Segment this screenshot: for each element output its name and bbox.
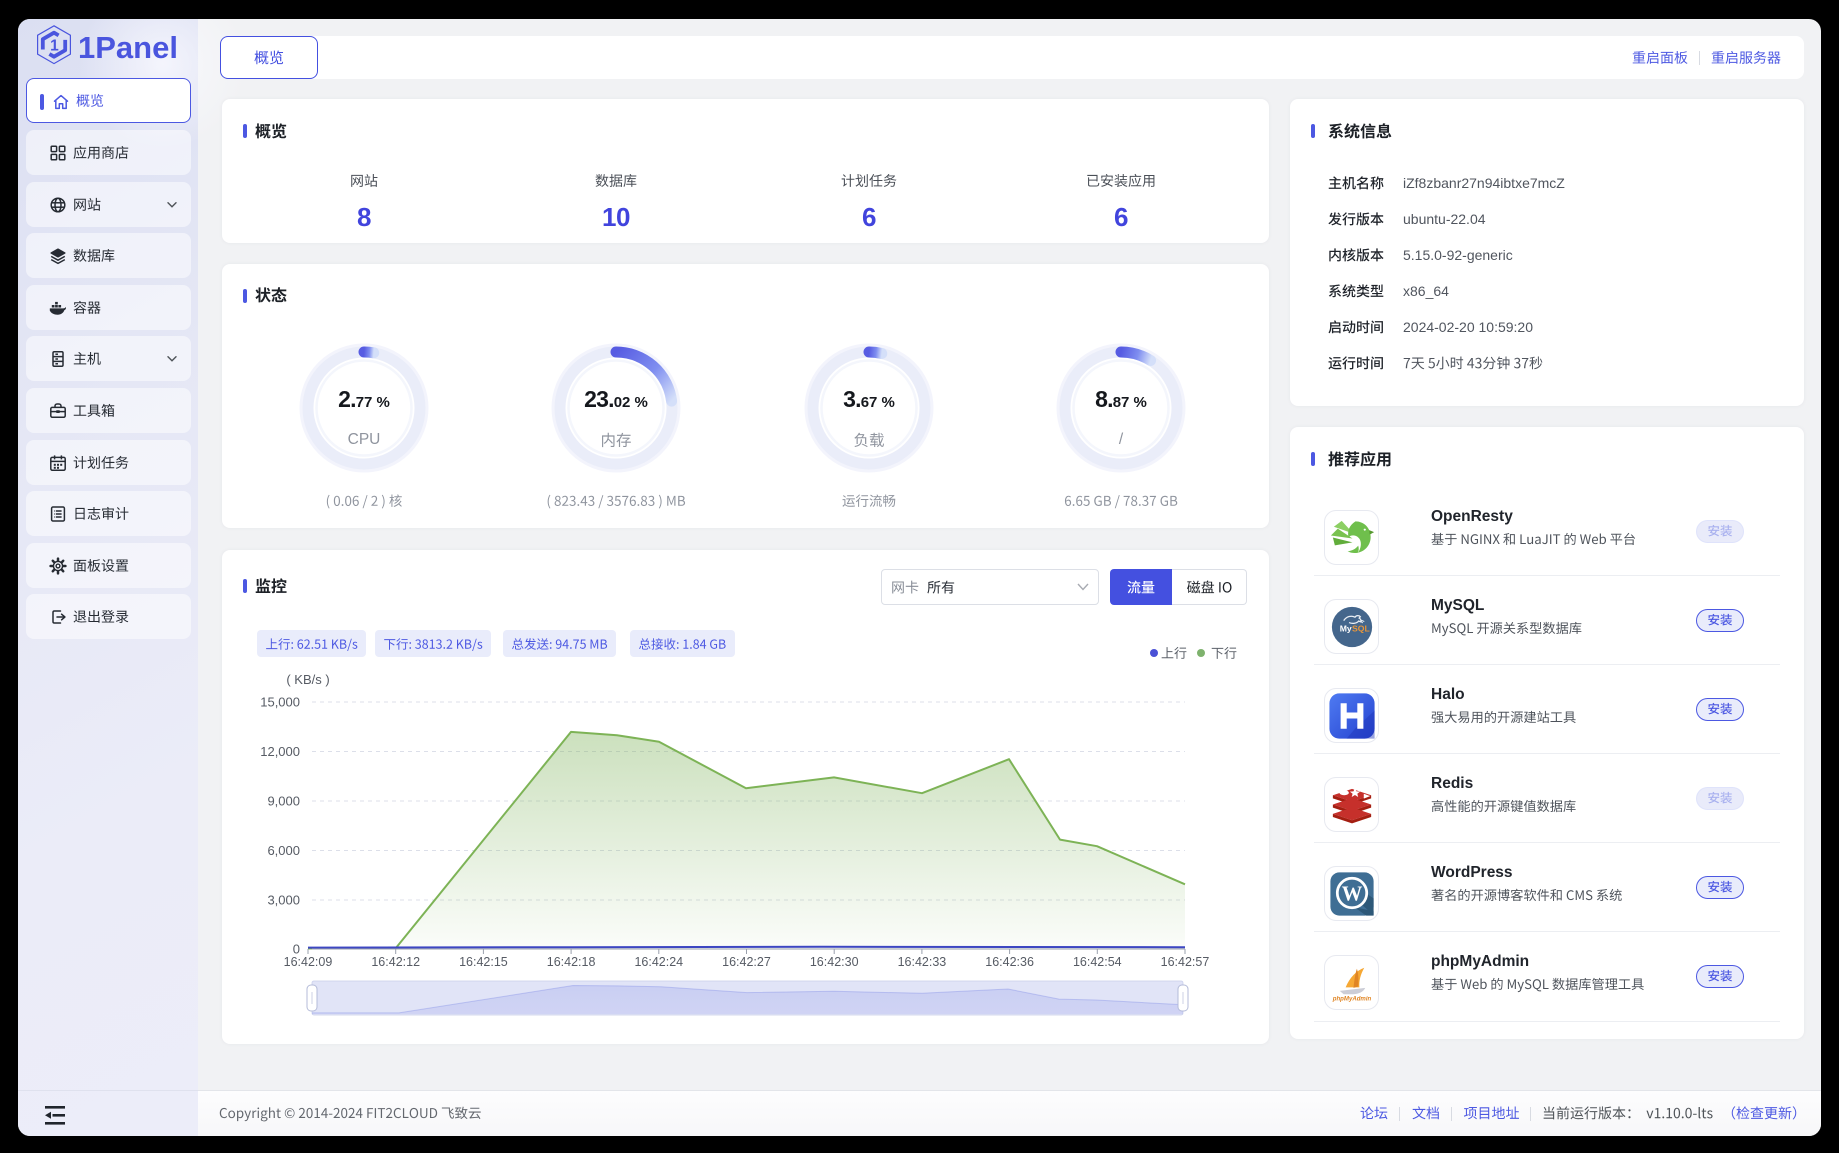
svg-text:16:42:33: 16:42:33: [898, 955, 947, 969]
svg-text:16:42:30: 16:42:30: [810, 955, 859, 969]
svg-text:16:42:15: 16:42:15: [459, 955, 508, 969]
svg-text:1Panel: 1Panel: [78, 30, 178, 65]
svg-text:16:42:57: 16:42:57: [1161, 955, 1210, 969]
svg-text:12,000: 12,000: [260, 744, 300, 759]
svg-text:3,000: 3,000: [267, 893, 300, 908]
svg-text:1: 1: [50, 37, 59, 54]
svg-text:phpMyAdmin: phpMyAdmin: [1331, 995, 1371, 1002]
svg-text:16:42:24: 16:42:24: [634, 955, 683, 969]
svg-text:16:42:54: 16:42:54: [1073, 955, 1122, 969]
svg-text:16:42:36: 16:42:36: [985, 955, 1034, 969]
svg-text:SQL: SQL: [1352, 623, 1370, 633]
svg-text:16:42:27: 16:42:27: [722, 955, 771, 969]
svg-text:0: 0: [293, 942, 300, 957]
svg-text:My: My: [1339, 623, 1351, 633]
svg-text:6,000: 6,000: [267, 843, 300, 858]
svg-text:9,000: 9,000: [267, 794, 300, 809]
svg-text:W: W: [1341, 883, 1362, 905]
svg-text:16:42:18: 16:42:18: [547, 955, 596, 969]
svg-text:( KB/s ): ( KB/s ): [286, 672, 329, 687]
svg-text:16:42:12: 16:42:12: [371, 955, 420, 969]
svg-text:16:42:09: 16:42:09: [284, 955, 333, 969]
svg-text:15,000: 15,000: [260, 695, 300, 710]
